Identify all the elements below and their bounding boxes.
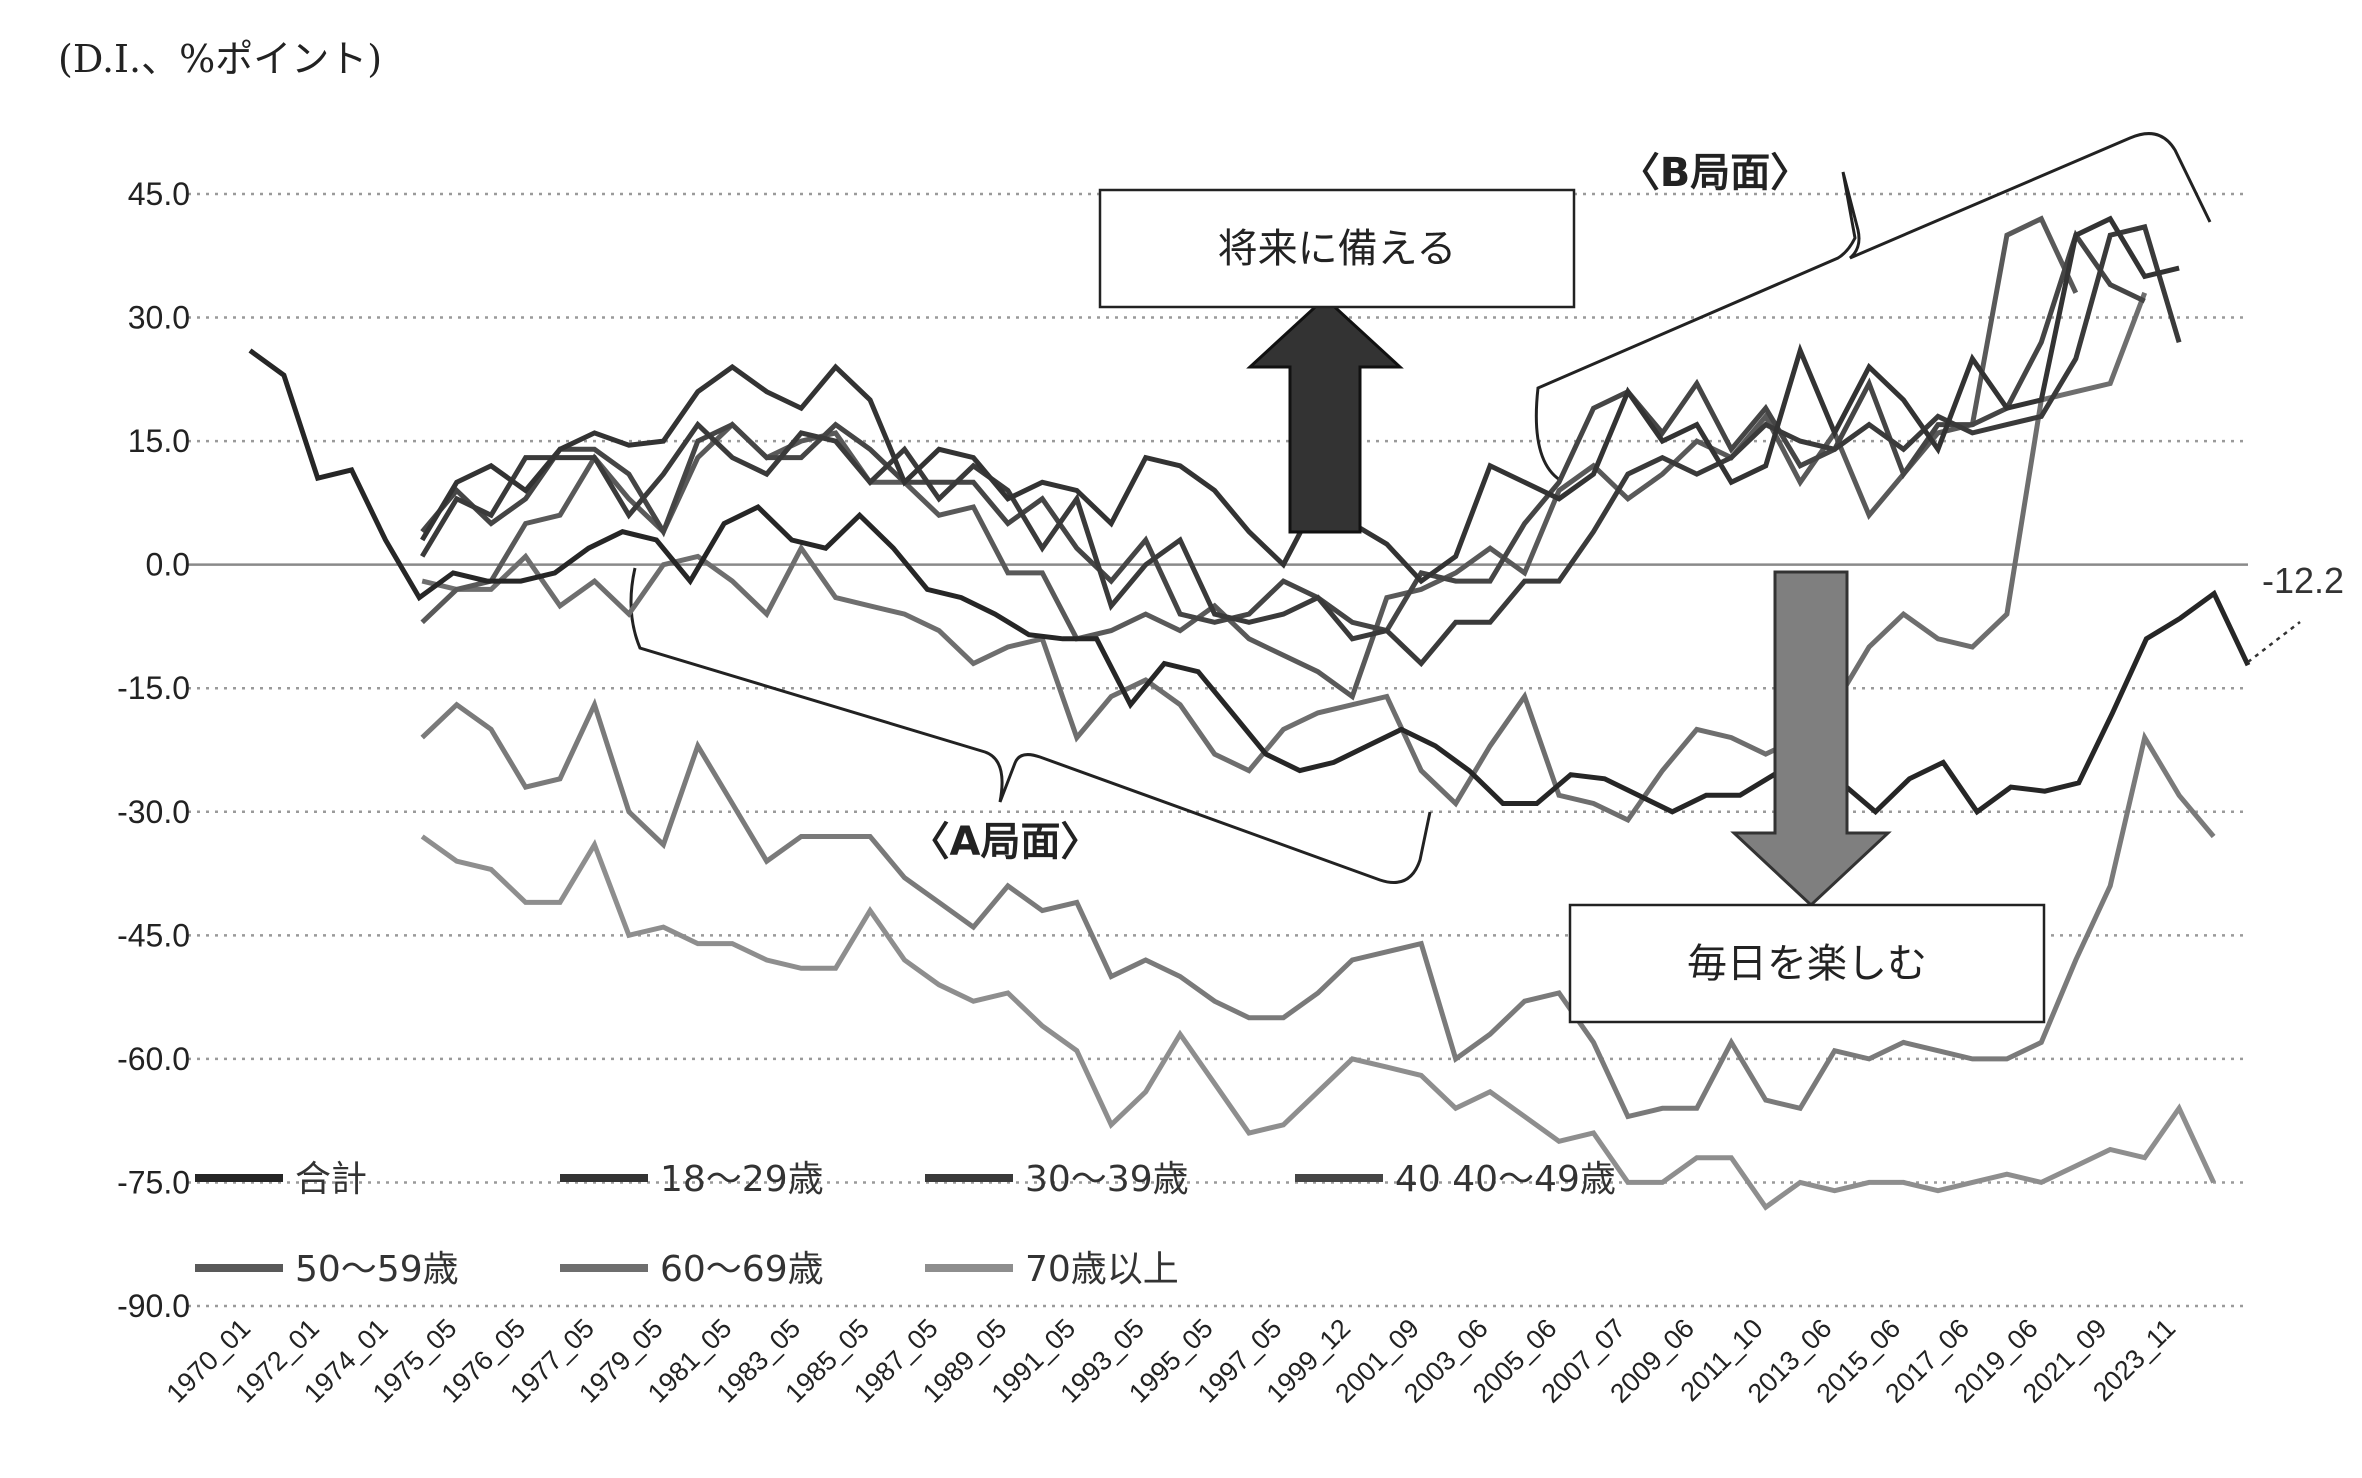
series-line <box>420 834 2216 1211</box>
x-axis-ticks: 1970_011972_011974_011975_051976_051977_… <box>161 1313 2182 1409</box>
y-tick-label: 45.0 <box>128 176 190 212</box>
legend-label: 50〜59歳 <box>295 1249 459 1290</box>
future-prep-label: 将来に備える <box>1218 226 1457 272</box>
y-tick-label: 30.0 <box>128 300 190 336</box>
phase-a-label: 〈A局面〉 <box>910 819 1101 865</box>
unit-label: (D.I.、%ポイント) <box>58 37 382 81</box>
legend-label: 40 40〜49歳 <box>1395 1159 1616 1200</box>
y-axis-ticks: 45.0 30.0 15.0 0.0 -15.0 -30.0 -45.0 -60.0 -75.0… <box>117 176 190 1324</box>
future-prep-box <box>1098 188 1576 309</box>
series-line <box>420 215 2079 701</box>
series-lines <box>248 215 2251 1211</box>
enjoy-daily-box <box>1568 903 2046 1024</box>
series-line <box>421 291 2148 824</box>
series-line <box>420 697 2216 1120</box>
up-arrow <box>1246 295 1404 534</box>
legend: 合計 18〜29歳 30〜39歳 40 40〜49歳 50〜59歳 60〜69歳 70歳以上 <box>195 1159 1616 1290</box>
y-tick-label: -30.0 <box>117 794 190 830</box>
series-line <box>248 348 2251 816</box>
legend-label: 70歳以上 <box>1025 1249 1179 1290</box>
legend-label: 18〜29歳 <box>660 1159 824 1200</box>
legend-label: 合計 <box>295 1159 367 1200</box>
phase-b-brace <box>1534 132 2212 482</box>
phase-b-label: 〈B局面〉 <box>1620 150 1811 196</box>
enjoy-daily-label: 毎日を楽しむ <box>1687 941 1927 987</box>
y-tick-label: 0.0 <box>146 547 190 583</box>
grid-lines <box>188 192 2248 1308</box>
y-tick-label: -75.0 <box>117 1164 190 1200</box>
legend-label: 30〜39歳 <box>1025 1159 1189 1200</box>
end-value-leader <box>2247 621 2301 663</box>
y-tick-label: -15.0 <box>117 670 190 706</box>
y-tick-label: 15.0 <box>128 423 190 459</box>
y-tick-label: -90.0 <box>117 1288 190 1324</box>
end-value-label: -12.2 <box>2262 560 2344 601</box>
legend-label: 60〜69歳 <box>660 1249 824 1290</box>
y-tick-label: -60.0 <box>117 1041 190 1077</box>
phase-a-brace <box>629 567 1432 884</box>
series-line <box>420 223 2182 668</box>
down-arrow <box>1730 570 1892 908</box>
y-tick-label: -45.0 <box>117 917 190 953</box>
